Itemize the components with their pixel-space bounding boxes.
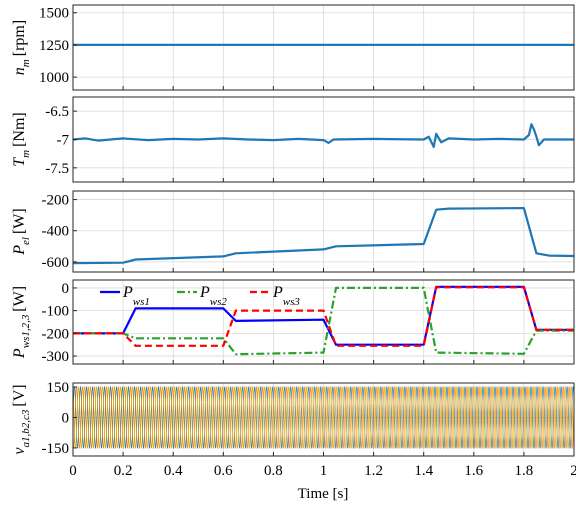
panel-phase-voltages: -150 0 150 va1,b2,c3[V] [11,380,575,457]
y-tick-label: 0 [62,410,70,426]
x-tick-label: 0.8 [264,463,283,479]
y-tick-label: -100 [42,304,70,320]
y-tick-label: -150 [42,441,70,457]
voltage-phase-3 [73,385,574,450]
y-axis-label: Pel[W] [11,208,32,256]
x-tick-label: 1.2 [364,463,383,479]
y-axis-label: nm[rpm] [11,20,32,75]
y-axis-label: va1,b2,c3[V] [11,384,32,454]
panels: 100012501500nm[rpm]-7.5-7-6.5Tm[Nm]-600-… [11,4,576,479]
x-tick-label: 1.8 [515,463,534,479]
panel-winding-powers: -300 -200 -100 0 Pws1,2,3[W] Pws1 Pws2 Pws3 [11,279,575,365]
x-tick-label: 2 [570,463,576,479]
series-group [73,285,574,356]
y-axis-label: Pws1,2,3[W] [11,286,32,359]
legend-entry-label: Pws3 [272,284,300,308]
y-tick-label: 1250 [39,38,69,54]
series-line-ws1 [73,285,574,346]
y-tick-label: -7 [57,133,70,149]
y-tick-label: -200 [42,193,70,209]
series-line-ws2 [73,286,574,356]
x-tick-label: 1.4 [414,463,433,479]
y-tick-label: -7.5 [45,161,69,177]
x-tick-label: 0.6 [214,463,233,479]
y-tick-label: -600 [42,255,70,271]
series-line-1 [73,123,574,148]
y-tick-label: -6.5 [45,104,69,120]
x-tick-label: 0 [69,463,77,479]
panel-speed: 1000 1250 1500 nm[rpm] [11,4,575,91]
y-tick-label: 1500 [39,6,69,22]
y-axis-label: Tm[Nm] [11,112,32,167]
series-line-ws3 [73,286,574,347]
series-group [73,207,574,265]
legend-entry-label: Pws2 [199,284,227,308]
y-tick-label: -300 [42,349,70,365]
x-tick-label: 0.4 [164,463,183,479]
voltage-phase-2 [73,385,574,450]
series-line-1 [73,207,574,265]
series-group [73,385,574,450]
panel-torque: -7.5 -7 -6.5 Tm[Nm] [11,96,575,183]
legend: Pws1 Pws2 Pws3 [100,284,300,308]
x-tick-label: 1.6 [464,463,483,479]
y-tick-label: 150 [47,380,70,396]
y-tick-label: -200 [42,326,70,342]
y-tick-label: 0 [62,281,70,297]
y-tick-label: 1000 [39,70,69,86]
x-axis: 0 0.2 0.4 0.6 0.8 1 1.2 1.4 1.6 1.8 2 [69,463,576,479]
legend-entry-label: Pws1 [122,284,150,308]
x-tick-label: 0.2 [114,463,133,479]
panel-electrical-power: -600 -400 -200 Pel[W] [11,190,575,273]
y-tick-label: -400 [42,224,70,240]
x-axis-title: Time [s] [298,486,349,502]
x-tick-label: 1 [320,463,328,479]
series-group [73,123,574,148]
